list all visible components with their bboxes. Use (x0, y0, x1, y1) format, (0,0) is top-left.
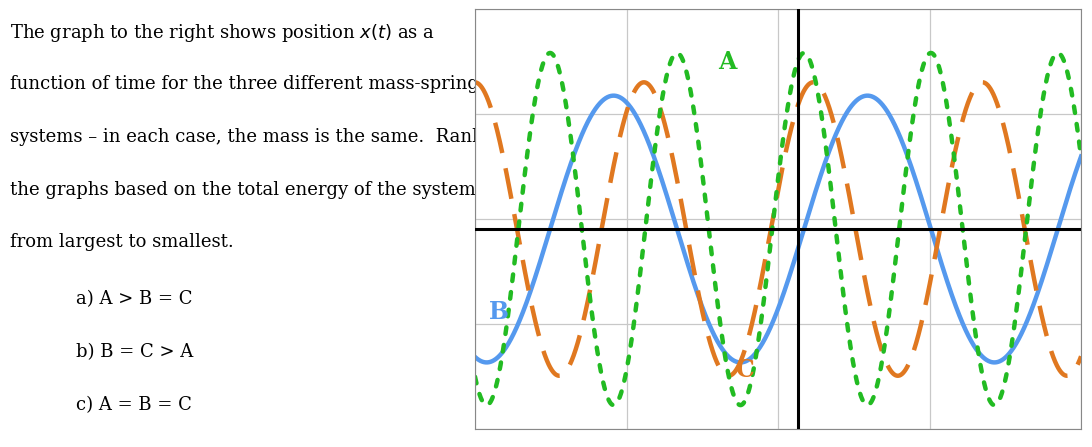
Text: The graph to the right shows position $x(t)$ as a: The graph to the right shows position $x… (10, 22, 435, 44)
Text: function of time for the three different mass-spring: function of time for the three different… (10, 75, 478, 93)
Text: the graphs based on the total energy of the system,: the graphs based on the total energy of … (10, 181, 480, 198)
Text: A: A (717, 51, 736, 74)
Text: B: B (489, 300, 509, 324)
Text: C: C (736, 358, 755, 383)
Text: systems – in each case, the mass is the same.  Rank: systems – in each case, the mass is the … (10, 128, 483, 146)
Text: from largest to smallest.: from largest to smallest. (10, 233, 234, 251)
Text: b) B = C > A: b) B = C > A (76, 343, 193, 361)
Text: c) A = B = C: c) A = B = C (76, 396, 192, 414)
Text: a) A > B = C: a) A > B = C (76, 291, 192, 308)
